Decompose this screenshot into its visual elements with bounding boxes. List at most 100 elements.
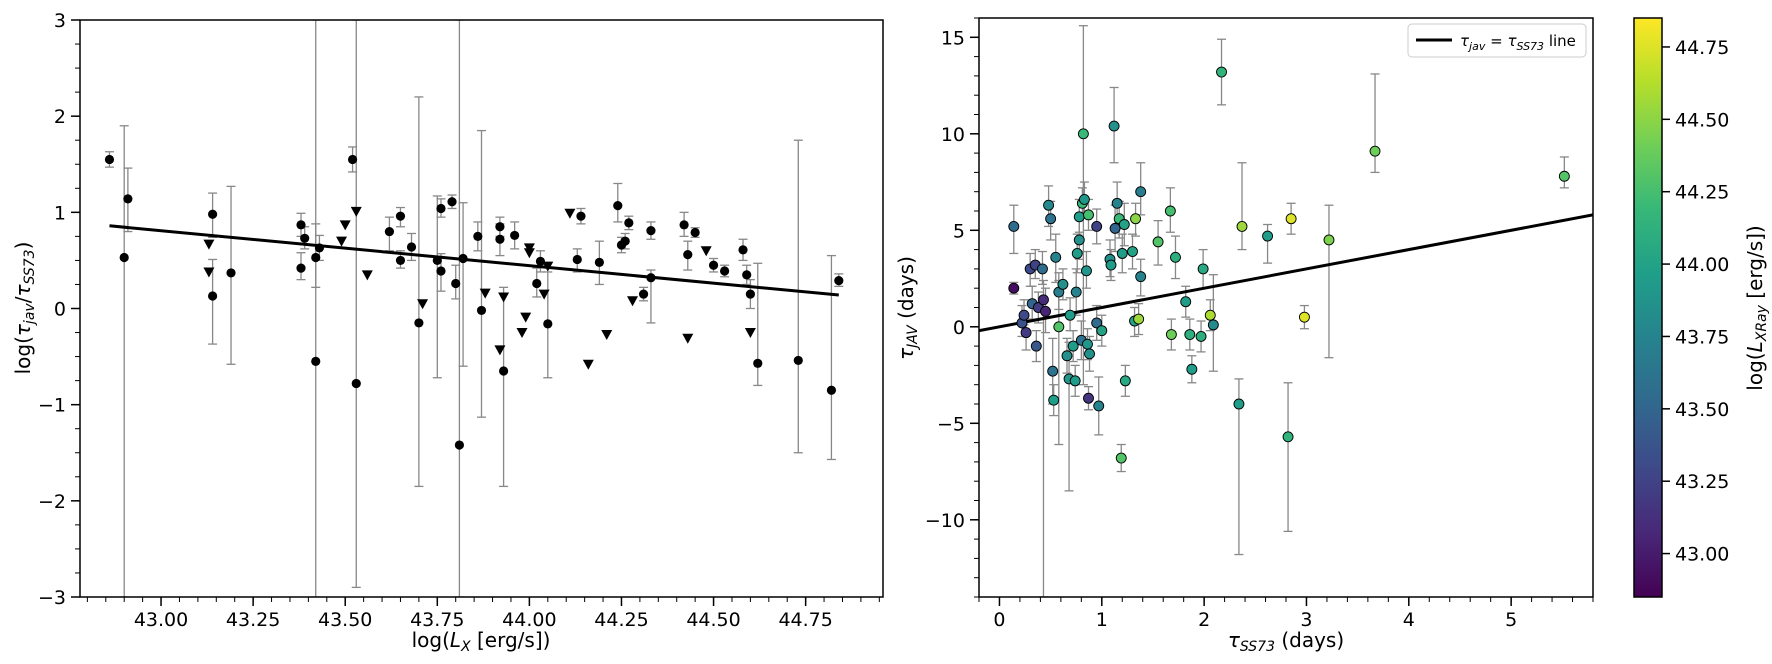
left-detection-point: [793, 355, 803, 366]
left-detection-point: [226, 268, 236, 278]
left-detection-point: [458, 253, 468, 264]
right-ytick-label: −10: [925, 510, 965, 532]
colorbar-label: log(LXRay [erg/s]): [1743, 225, 1770, 390]
right-data-point: [1030, 340, 1042, 352]
colorbar-tick-label: 43.50: [1675, 399, 1729, 421]
left-upper-limit-marker: [336, 236, 348, 247]
left-detection-point: [679, 220, 689, 230]
left-detection-point: [414, 318, 424, 328]
left-detection-point: [436, 266, 446, 276]
right-axes-frame: [978, 17, 1594, 598]
right-data-point: [1078, 193, 1090, 205]
right-data-point: [1020, 327, 1032, 339]
left-ytick-label: 1: [54, 202, 66, 224]
right-ytick-label: 10: [941, 124, 965, 146]
right-data-point: [1069, 375, 1081, 387]
colorbar: 43.00 43.25 43.50 43.75 44.00 44.25 44.50 44.75…: [1633, 17, 1770, 598]
left-detection-point: [351, 378, 361, 389]
left-detection-point: [300, 233, 310, 243]
left-ytick-label: −1: [38, 395, 66, 417]
right-data-point: [1207, 319, 1219, 331]
left-upper-limit-marker: [601, 329, 613, 340]
right-ytick-label: 0: [953, 317, 965, 339]
left-detection-point: [572, 254, 582, 265]
left-panel: 43.00 43.25 43.50 43.75 44.00 44.25 44.50 44.75…: [11, 10, 884, 655]
right-data-point: [1115, 452, 1127, 464]
right-data-point: [1186, 363, 1198, 375]
left-upper-limit-marker: [203, 267, 215, 278]
left-errorbars: [104, 20, 844, 597]
right-errorbars: [1009, 25, 1569, 597]
right-data-point: [1045, 213, 1057, 225]
right-data-point: [1091, 317, 1103, 329]
right-xtick-label: 5: [1505, 609, 1517, 631]
left-ytick-label: −3: [38, 587, 66, 609]
left-xtick-label: 43.25: [226, 609, 280, 631]
right-data-point: [1048, 394, 1060, 406]
right-ytick-label: 15: [941, 27, 965, 49]
right-data-point: [1298, 311, 1310, 323]
colorbar-bar: [1633, 17, 1663, 598]
right-data-point: [1091, 220, 1103, 232]
left-detection-point: [119, 252, 129, 263]
left-xtick-label: 44.50: [686, 609, 740, 631]
right-data-point: [1080, 265, 1092, 277]
right-data-point: [1282, 431, 1294, 443]
left-xtick-label: 43.75: [410, 609, 464, 631]
left-upper-limit-marker: [350, 206, 362, 217]
right-data-point: [1130, 213, 1142, 225]
right-data-point: [1008, 282, 1020, 294]
right-data-point: [1204, 309, 1216, 321]
left-upper-limit-marker: [494, 345, 506, 356]
right-data-point: [1073, 211, 1085, 223]
right-data-point: [1083, 392, 1094, 404]
right-panel: 0 1 2 3 4 5 −10 −5 0 5 10 15 τjav = τSS73 line τSS7…: [894, 17, 1594, 655]
right-data-point: [1118, 219, 1130, 230]
right-data-point: [1073, 234, 1085, 246]
left-detection-point: [311, 252, 321, 263]
right-xtick-label: 2: [1198, 609, 1210, 631]
right-data-point: [1236, 220, 1248, 232]
right-data-point: [1077, 128, 1089, 140]
left-fit-line: [109, 224, 839, 297]
left-detection-point: [314, 243, 325, 253]
right-data-point: [1369, 145, 1381, 157]
right-xtick-label: 1: [1096, 609, 1108, 631]
right-data-point: [1152, 236, 1164, 248]
left-detection-point: [826, 385, 837, 395]
right-data-point: [1071, 248, 1083, 259]
left-upper-limit-marker: [542, 261, 554, 272]
right-data-point: [1285, 213, 1297, 225]
left-detection-point: [395, 211, 406, 221]
left-upper-limit-marker: [564, 208, 576, 219]
right-ytick-label: −5: [937, 413, 965, 435]
left-upper-limit-marker: [682, 333, 694, 344]
left-detection-point: [208, 209, 218, 219]
left-detection-point: [753, 358, 763, 368]
left-xtick-label: 44.25: [594, 609, 648, 631]
right-data-point: [1064, 309, 1076, 321]
left-detection-point: [535, 256, 546, 266]
right-data-point: [1216, 66, 1227, 78]
right-data-point: [1038, 294, 1049, 306]
left-detection-point: [296, 220, 306, 230]
left-detection-point: [384, 226, 395, 237]
right-data-point: [1082, 338, 1093, 350]
right-data-point: [1135, 186, 1147, 198]
left-ytick-label: −2: [38, 491, 66, 513]
left-detection-point: [495, 234, 505, 244]
left-detection-point: [720, 266, 730, 276]
right-data-point: [1170, 251, 1181, 263]
right-ylabel: τJAV (days): [894, 256, 921, 360]
right-data-point: [1135, 271, 1147, 283]
left-xtick-label: 44.75: [778, 609, 832, 631]
right-data-point: [1233, 398, 1245, 410]
colorbar-tick-label: 44.25: [1675, 182, 1729, 204]
right-data-point: [1180, 296, 1192, 308]
colorbar-tick-label: 43.75: [1675, 326, 1729, 348]
legend-label: τjav = τSS73 line: [1460, 32, 1576, 53]
left-detection-point: [454, 440, 464, 450]
left-detection-point: [690, 227, 700, 238]
legend: τjav = τSS73 line: [1407, 23, 1587, 58]
